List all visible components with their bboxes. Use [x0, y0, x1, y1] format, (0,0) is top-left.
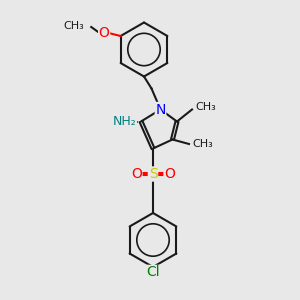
Text: O: O: [164, 167, 175, 181]
Text: CH₃: CH₃: [193, 139, 213, 149]
Text: CH₃: CH₃: [196, 102, 216, 112]
Text: N: N: [155, 103, 166, 116]
Text: Cl: Cl: [146, 266, 160, 279]
Text: O: O: [131, 167, 142, 181]
Text: O: O: [99, 26, 110, 40]
Text: CH₃: CH₃: [64, 21, 85, 32]
Text: S: S: [148, 167, 158, 181]
Text: NH₂: NH₂: [112, 115, 136, 128]
